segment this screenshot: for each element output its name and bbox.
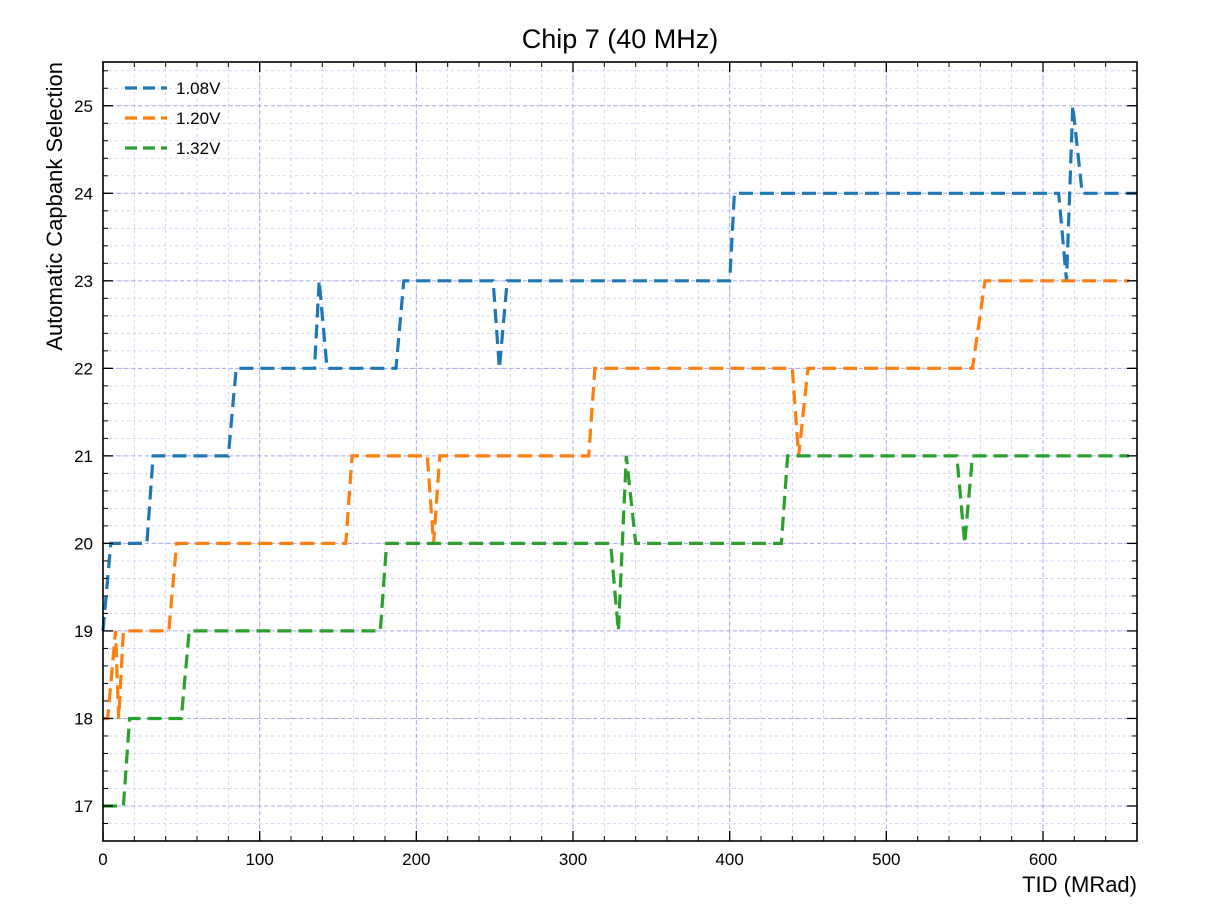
axis-ticks: 0 100 200 300 400 500 600 17 18 19 20 21 22 23 24 25 xyxy=(74,62,1138,869)
x-tick-label: 400 xyxy=(715,850,743,869)
y-tick-label: 22 xyxy=(74,359,93,378)
series-lines xyxy=(101,105,1137,808)
legend-label-2: 1.20V xyxy=(176,109,221,128)
y-axis-label: Automatic Capbank Selection xyxy=(42,62,67,351)
series-line-3 xyxy=(103,454,1130,808)
y-tick-label: 23 xyxy=(74,272,93,291)
y-tick-label: 18 xyxy=(74,709,93,728)
series-line-1 xyxy=(101,105,1137,632)
y-tick-label: 19 xyxy=(74,622,93,641)
legend-label-1: 1.08V xyxy=(176,79,221,98)
legend: 1.08V 1.20V 1.32V xyxy=(125,79,221,158)
y-tick-label: 24 xyxy=(74,184,93,203)
plot-frame xyxy=(102,61,1138,842)
x-axis-label: TID (MRad) xyxy=(1022,872,1137,897)
x-tick-label: 600 xyxy=(1029,850,1057,869)
series-line-2 xyxy=(103,279,1130,721)
x-tick-label: 300 xyxy=(559,850,587,869)
y-tick-label: 17 xyxy=(74,797,93,816)
x-tick-label: 0 xyxy=(98,850,107,869)
x-tick-label: 200 xyxy=(402,850,430,869)
chart-title: Chip 7 (40 MHz) xyxy=(522,24,719,54)
grid xyxy=(102,62,1138,842)
y-tick-label: 20 xyxy=(74,534,93,553)
y-tick-label: 21 xyxy=(74,447,93,466)
legend-label-3: 1.32V xyxy=(176,139,221,158)
x-tick-label: 500 xyxy=(872,850,900,869)
x-tick-label: 100 xyxy=(245,850,273,869)
y-tick-label: 25 xyxy=(74,97,93,116)
